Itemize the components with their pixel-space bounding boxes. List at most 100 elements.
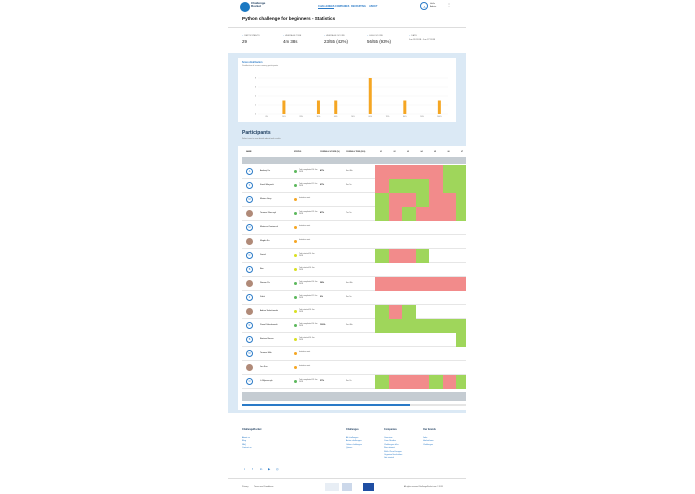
task-cell-fail[interactable] (388, 165, 402, 179)
facebook-icon[interactable]: f (252, 467, 253, 471)
task-cell-pass[interactable] (442, 165, 456, 179)
scrollbar-thumb[interactable] (242, 404, 410, 406)
participant-name[interactable]: Daniel (260, 254, 266, 256)
table-filter-bar[interactable] (242, 157, 466, 164)
table-row[interactable]: B Bartosz Banas Task started 14 Jun 2018 (242, 333, 466, 347)
brand-logo-icon[interactable] (240, 2, 250, 12)
terms-link[interactable]: Terms and Conditions (254, 486, 274, 488)
task-cell-fail[interactable] (388, 305, 402, 319)
footer-link[interactable]: FAQ (242, 443, 247, 446)
task-cell-pass[interactable] (375, 319, 389, 333)
table-row[interactable]: Jan Kos Invitation sent (242, 361, 466, 375)
task-cell-pass[interactable] (456, 207, 466, 221)
participant-name[interactable]: Zdziś (260, 296, 265, 298)
task-cell-pass[interactable] (415, 193, 429, 207)
nav-companies[interactable]: COMPANIES (335, 5, 350, 8)
user-avatar[interactable]: A (420, 2, 428, 10)
footer-link[interactable]: Skills Cloud League (384, 450, 402, 453)
task-cell-pass[interactable] (388, 319, 402, 333)
task-cell-fail[interactable] (442, 207, 456, 221)
footer-link[interactable]: About us (242, 437, 250, 439)
table-row[interactable]: Tomasz Filarczyk Task completed 13 Jun 20… (242, 207, 466, 221)
task-cell-fail[interactable] (402, 193, 416, 207)
participant-name[interactable]: Adrian Szlenkowski (260, 310, 279, 312)
footer-link[interactable]: Get started (384, 457, 394, 460)
footer-link[interactable]: Quizes (346, 447, 353, 450)
twitter-icon[interactable]: t (244, 467, 245, 471)
privacy-link[interactable]: Privacy (242, 486, 249, 488)
task-cell-pass[interactable] (456, 375, 466, 389)
footer-link[interactable]: Recruitment (384, 447, 395, 450)
footer-link[interactable]: Overview (384, 437, 393, 439)
participant-name[interactable]: Tomasz Filarczyk (260, 212, 276, 214)
footer-link[interactable]: Case Studies (384, 440, 396, 443)
task-cell-pass[interactable] (429, 375, 443, 389)
participant-name[interactable]: Mateusz Zawiereck (260, 226, 278, 228)
task-cell-fail[interactable] (456, 277, 466, 291)
participant-name[interactable]: Jan Kos (260, 366, 268, 368)
footer-link[interactable]: Active challenges (346, 440, 362, 443)
participant-name[interactable]: Ben (260, 268, 264, 270)
table-row[interactable]: M Tomasz Mak Invitation sent (242, 347, 466, 361)
task-cell-fail[interactable] (388, 193, 402, 207)
table-row[interactable]: Magda Ko Invitation sent (242, 235, 466, 249)
task-cell-pass[interactable] (415, 249, 429, 263)
task-cell-pass[interactable] (456, 319, 466, 333)
task-cell-pass[interactable] (456, 179, 466, 193)
task-cell-fail[interactable] (415, 207, 429, 221)
task-cell-pass[interactable] (375, 193, 389, 207)
task-cell-pass[interactable] (388, 179, 402, 193)
task-cell-fail[interactable] (402, 249, 416, 263)
horizontal-scrollbar[interactable] (242, 404, 466, 406)
task-cell-fail[interactable] (375, 277, 389, 291)
task-cell-fail[interactable] (429, 165, 443, 179)
task-cell-fail[interactable] (442, 193, 456, 207)
footer-link[interactable]: Online challenges (346, 443, 362, 446)
task-cell-fail[interactable] (388, 207, 402, 221)
linkedin-icon[interactable]: in (260, 467, 263, 471)
table-row[interactable]: M Mateusz Zawiereck Invitation sent (242, 221, 466, 235)
participant-name[interactable]: Paweł Szlenkowski (260, 324, 278, 326)
table-row[interactable]: O Li Mlynarczyk Task completed 13 Jun 2018… (242, 375, 466, 389)
task-cell-pass[interactable] (375, 207, 389, 221)
table-row[interactable]: K Kamil Marynek Task completed 11 Jun 2018… (242, 179, 466, 193)
task-cell-pass[interactable] (375, 375, 389, 389)
table-row[interactable]: Adrian Szlenkowski Task started 14 Jun 20… (242, 305, 466, 319)
task-cell-fail[interactable] (415, 375, 429, 389)
task-cell-pass[interactable] (429, 319, 443, 333)
participant-name[interactable]: Li Mlynarczyk (260, 380, 273, 382)
participant-name[interactable]: Roman Pa (260, 282, 270, 284)
task-cell-fail[interactable] (402, 165, 416, 179)
table-row[interactable]: Roman Pa Task completed 14 Jun 2018 38% 4m … (242, 277, 466, 291)
table-row[interactable]: B Ben Task started 14 Jun 2018 (242, 263, 466, 277)
table-row[interactable]: A Andrzej Ku Task completed 14 Jun 2018 47%… (242, 165, 466, 179)
footer-link[interactable]: Contact us (242, 447, 252, 450)
task-cell-fail[interactable] (388, 375, 402, 389)
footer-link[interactable]: Blog (242, 440, 247, 443)
task-cell-fail[interactable] (415, 165, 429, 179)
task-cell-fail[interactable] (429, 193, 443, 207)
participant-name[interactable]: Magda Ko (260, 240, 270, 242)
more-menu-icon[interactable]: ⋮ (447, 2, 451, 7)
task-cell-pass[interactable] (402, 319, 416, 333)
table-row[interactable]: M Marian Grey Invitation sent (242, 193, 466, 207)
user-greeting[interactable]: Hello Admin (430, 3, 444, 8)
task-cell-pass[interactable] (402, 207, 416, 221)
task-cell-fail[interactable] (442, 375, 456, 389)
task-cell-pass[interactable] (402, 179, 416, 193)
footer-link[interactable]: Organize Hackathon (384, 454, 403, 456)
task-cell-fail[interactable] (402, 375, 416, 389)
task-cell-pass[interactable] (375, 305, 389, 319)
task-cell-pass[interactable] (456, 165, 466, 179)
task-cell-pass[interactable] (442, 319, 456, 333)
brand-name[interactable]: Challenge Rocket (251, 1, 266, 8)
task-cell-fail[interactable] (429, 207, 443, 221)
footer-link[interactable]: Jobs (423, 437, 428, 439)
task-cell-fail[interactable] (429, 277, 443, 291)
youtube-icon[interactable]: ▶ (268, 467, 271, 471)
footer-link[interactable]: Challenges offer (384, 443, 399, 446)
table-row[interactable]: Z Zdziś Task completed 11 Jun 2018 0% 3m 5s (242, 291, 466, 305)
footer-link[interactable]: Challenges (423, 443, 434, 446)
task-cell-pass[interactable] (442, 179, 456, 193)
task-cell-fail[interactable] (388, 277, 402, 291)
